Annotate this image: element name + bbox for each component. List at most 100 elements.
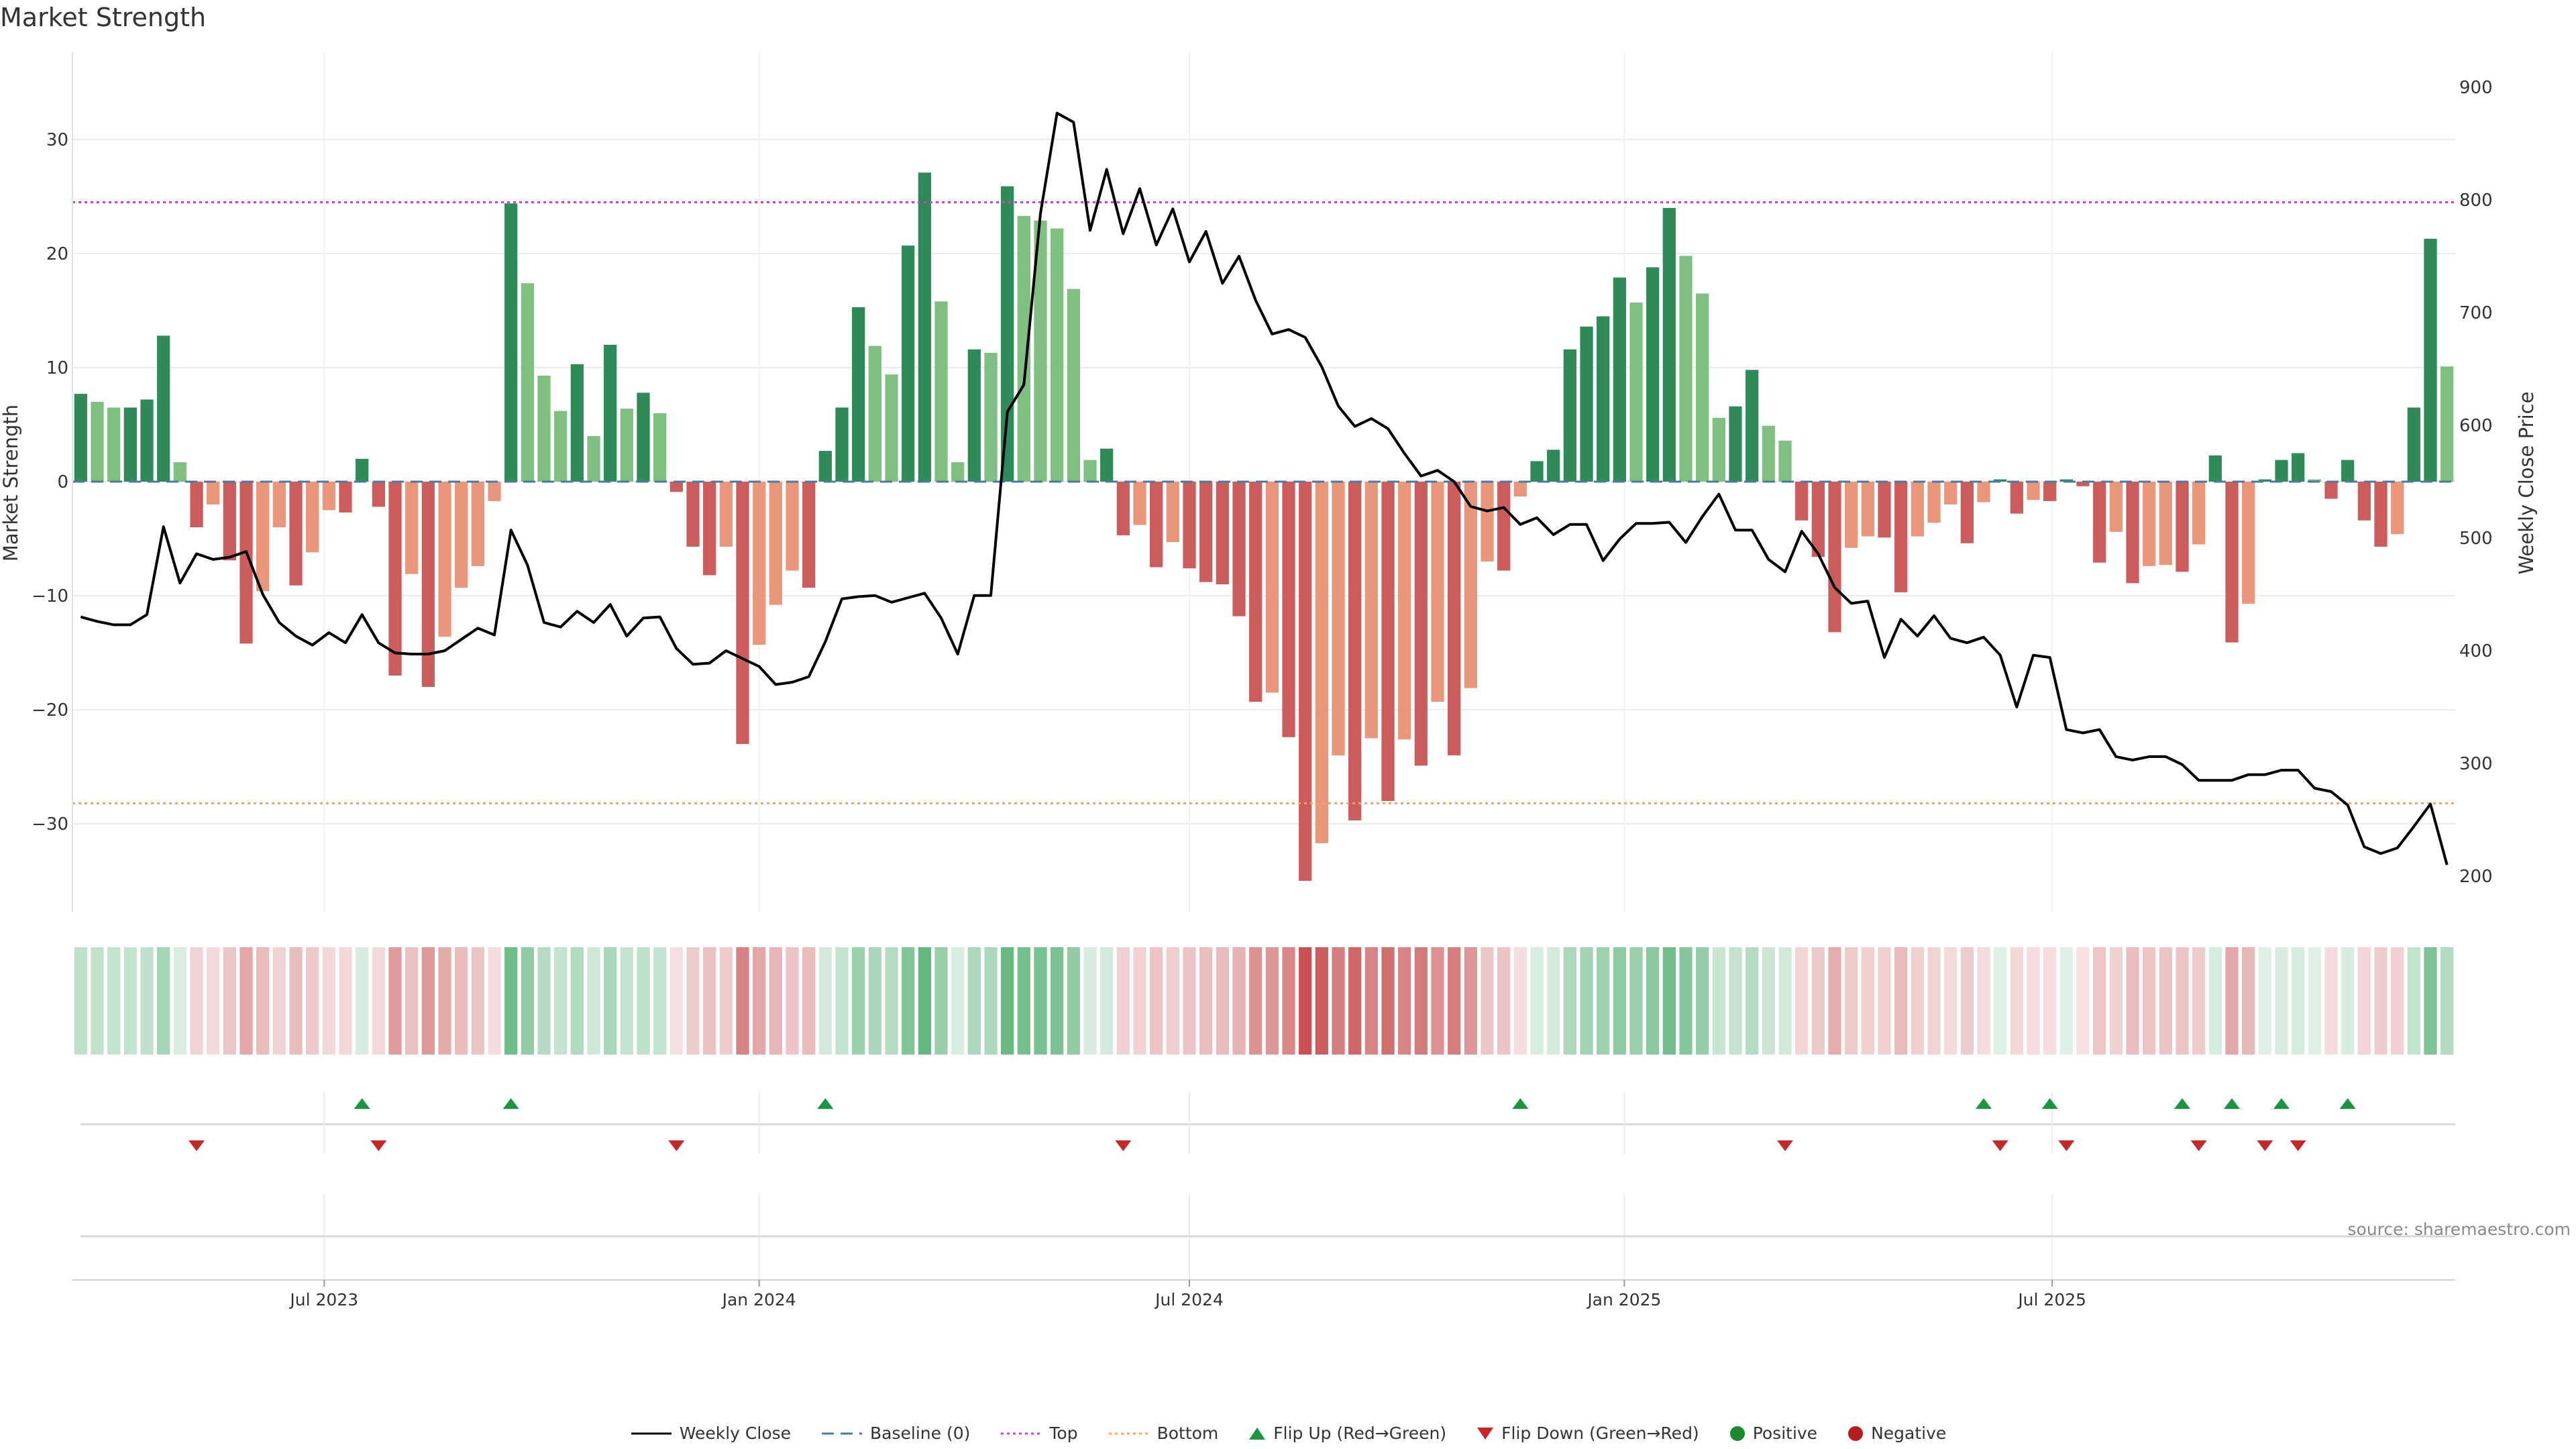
- heatmap-cell: [1811, 947, 1825, 1055]
- heatmap-cell: [818, 947, 832, 1055]
- heatmap-cell: [1315, 947, 1328, 1055]
- strength-bar: [2407, 407, 2420, 482]
- strength-bar: [256, 482, 270, 592]
- heatmap-cell: [1381, 947, 1395, 1055]
- heatmap-cell: [1878, 947, 1891, 1055]
- strength-bar: [1911, 482, 1924, 537]
- strength-bar: [1282, 482, 1295, 737]
- strength-bar: [107, 407, 121, 482]
- heatmap-cell: [1448, 947, 1461, 1055]
- strength-bar: [1696, 293, 1709, 482]
- heatmap-cell: [1348, 947, 1362, 1055]
- left-axis-label: Market Strength: [0, 405, 22, 561]
- heatmap-cell: [637, 947, 650, 1055]
- heatmap-cell: [902, 947, 915, 1055]
- heatmap-cell: [1911, 947, 1924, 1055]
- strength-bar: [471, 482, 484, 566]
- weekly-close-swatch: [631, 1432, 672, 1434]
- strength-bar: [388, 482, 402, 676]
- strength-bar: [2357, 482, 2371, 521]
- strength-bar: [1597, 316, 1610, 482]
- strength-bar: [2043, 482, 2057, 501]
- heatmap-cell: [1845, 947, 1858, 1055]
- legend-item-baseline[interactable]: Baseline (0): [820, 1424, 970, 1443]
- heatmap-cell: [74, 947, 87, 1055]
- strength-bar: [504, 203, 518, 482]
- strength-bar: [1613, 277, 1626, 482]
- heatmap-cell: [2440, 947, 2454, 1055]
- right-tick-label: 600: [2459, 416, 2493, 436]
- flip-down-marker: [189, 1140, 205, 1151]
- heatmap-cell: [1729, 947, 1742, 1055]
- legend-item-top[interactable]: Top: [1000, 1424, 1078, 1443]
- heatmap-cell: [521, 947, 534, 1055]
- strength-bar: [818, 451, 832, 482]
- heatmap-cell: [852, 947, 865, 1055]
- heatmap-cell: [1017, 947, 1030, 1055]
- strength-bar: [1348, 482, 1362, 820]
- strength-bar: [1265, 482, 1279, 693]
- legend-item-flip-down[interactable]: Flip Down (Green→Red): [1476, 1424, 1699, 1443]
- strength-bar: [1497, 482, 1511, 571]
- heatmap-cell: [1712, 947, 1725, 1055]
- strength-bar: [1183, 482, 1196, 569]
- heatmap-cell: [2010, 947, 2023, 1055]
- heatmap-cell: [1746, 947, 1759, 1055]
- strength-bar: [1729, 406, 1742, 482]
- heatmap-cell: [2076, 947, 2090, 1055]
- strength-bar: [339, 482, 352, 513]
- strength-bar: [1547, 449, 1560, 482]
- top-swatch: [1001, 1432, 1042, 1434]
- heatmap-cell: [1464, 947, 1477, 1055]
- strength-bar: [918, 172, 931, 482]
- flip-down-marker: [2290, 1140, 2306, 1151]
- strength-bar: [2176, 482, 2189, 572]
- legend-label-negative: Negative: [1871, 1424, 1947, 1443]
- strength-bar: [2076, 482, 2090, 486]
- heatmap-cell: [1861, 947, 1874, 1055]
- legend-item-bottom[interactable]: Bottom: [1108, 1424, 1218, 1443]
- strength-bar: [1795, 482, 1809, 521]
- heatmap-cell: [2027, 947, 2040, 1055]
- heatmap-cell: [421, 947, 435, 1055]
- strength-bar: [2192, 482, 2206, 545]
- left-tick-label: 0: [57, 472, 68, 492]
- flip-up-marker: [2339, 1098, 2356, 1109]
- legend: Weekly Close Baseline (0) Top Bottom Fli…: [0, 1424, 2576, 1443]
- legend-item-positive[interactable]: Positive: [1729, 1424, 1817, 1443]
- heatmap-cell: [1249, 947, 1263, 1055]
- heatmap-cell: [1778, 947, 1792, 1055]
- heatmap-cell: [967, 947, 981, 1055]
- strength-bar: [239, 482, 253, 644]
- flip-down-triangle-icon: [1477, 1427, 1494, 1440]
- legend-item-flip-up[interactable]: Flip Up (Red→Green): [1248, 1424, 1446, 1443]
- strength-bar: [570, 364, 584, 482]
- left-tick-label: −10: [32, 586, 68, 606]
- strength-bar: [372, 482, 385, 507]
- strength-bar: [653, 413, 667, 482]
- strength-bar: [1398, 482, 1411, 740]
- strength-bar: [1746, 370, 1759, 482]
- heatmap-cell: [1580, 947, 1593, 1055]
- heatmap-cell: [1597, 947, 1610, 1055]
- strength-bar: [1878, 482, 1891, 538]
- heatmap-cell: [405, 947, 419, 1055]
- heatmap-cell: [786, 947, 799, 1055]
- strength-bar: [951, 462, 965, 482]
- heatmap-cell: [207, 947, 220, 1055]
- strength-bar: [1580, 326, 1593, 482]
- strength-bar: [1811, 482, 1825, 557]
- heatmap-cell: [173, 947, 186, 1055]
- strength-bar: [1845, 482, 1858, 548]
- strength-bar: [1861, 482, 1874, 537]
- legend-item-weekly-close[interactable]: Weekly Close: [630, 1424, 791, 1443]
- strength-bar: [2275, 460, 2288, 482]
- heatmap-cell: [835, 947, 849, 1055]
- heatmap-cell: [1894, 947, 1908, 1055]
- flip-markers-panel: [80, 1092, 2455, 1154]
- heatmap-cell: [1977, 947, 1990, 1055]
- heatmap-cell: [2407, 947, 2420, 1055]
- chart-title: Market Strength: [0, 3, 207, 32]
- strength-bar: [1001, 186, 1014, 482]
- legend-item-negative[interactable]: Negative: [1847, 1424, 1946, 1443]
